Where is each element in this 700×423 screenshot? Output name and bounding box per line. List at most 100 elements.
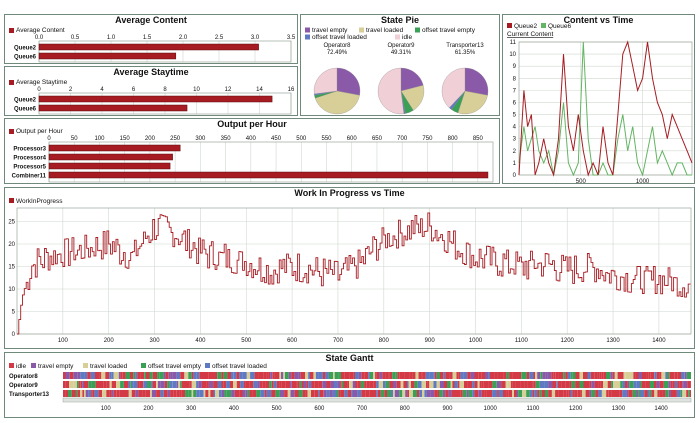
gantt-segment — [260, 390, 265, 397]
gantt-segment — [169, 381, 173, 388]
gantt-segment — [448, 390, 452, 397]
gantt-segment — [120, 381, 124, 388]
pie-legend-label: offset travel empty — [422, 27, 476, 34]
x-tick-label: 1.5 — [143, 35, 152, 41]
plot-frame — [16, 207, 692, 335]
gantt-segment — [307, 390, 312, 397]
gantt-segment — [410, 381, 415, 388]
x-tick-label: 6 — [132, 87, 136, 93]
x-tick-label: 800 — [379, 338, 390, 344]
gantt-segment — [105, 372, 110, 379]
x-tick-label: 700 — [333, 338, 344, 344]
x-tick-label: 350 — [221, 136, 232, 142]
content-vs-time-title: Content vs Time — [563, 15, 634, 25]
x-tick-label: 200 — [143, 406, 154, 412]
gantt-segment — [566, 390, 569, 397]
gantt-segment — [227, 372, 231, 379]
pie-legend-swatch — [305, 34, 310, 40]
gantt-segment — [314, 381, 319, 388]
gantt-segment — [322, 381, 327, 388]
x-tick-label: 600 — [314, 406, 325, 412]
gantt-segment — [483, 381, 486, 388]
series-line-queue6 — [518, 41, 692, 177]
pie-percent: 49.31% — [391, 50, 412, 56]
gantt-segment — [268, 372, 271, 379]
gantt-segment — [558, 372, 564, 379]
gantt-segment — [318, 381, 323, 388]
gantt-segment — [172, 381, 177, 388]
gantt-segment — [509, 372, 513, 379]
gantt-segment — [555, 372, 559, 379]
gantt-segment — [567, 372, 571, 379]
x-tick-label: 600 — [347, 136, 358, 142]
gantt-segment — [357, 390, 362, 397]
x-tick-label: 850 — [473, 136, 484, 142]
gantt-segment — [468, 390, 473, 397]
gantt-legend-swatch — [141, 363, 146, 368]
gantt-segment — [677, 372, 682, 379]
gantt-segment — [535, 381, 540, 388]
wip-panel: Work In Progress vs Time WorkInProgress 0… — [4, 187, 695, 349]
gantt-legend-label: travel loaded — [90, 363, 128, 370]
gantt-segment — [422, 390, 425, 397]
gantt-segment — [688, 390, 690, 397]
gantt-segment — [457, 381, 460, 388]
gantt-segment — [176, 390, 180, 397]
gantt-row-transporter13 — [63, 390, 691, 397]
bar — [38, 95, 273, 103]
gantt-segment — [188, 372, 192, 379]
gantt-segment — [539, 381, 545, 388]
gantt-segment — [472, 390, 475, 397]
gantt-segment — [69, 372, 74, 379]
gantt-segment — [394, 390, 400, 397]
gantt-segment — [109, 390, 112, 397]
gantt-legend-swatch — [9, 363, 14, 368]
gantt-segment — [594, 372, 598, 379]
gantt-segment — [221, 372, 224, 379]
gantt-segment — [622, 381, 625, 388]
x-tick-label: 700 — [397, 136, 408, 142]
gantt-segment — [598, 390, 602, 397]
x-tick-label: 700 — [357, 406, 368, 412]
gantt-segment — [623, 372, 626, 379]
gantt-segment — [559, 390, 564, 397]
gantt-segment — [240, 381, 244, 388]
row-label: Processor5 — [13, 165, 46, 171]
gantt-segment — [333, 372, 335, 379]
gantt-segment — [279, 390, 285, 397]
gantt-segment — [646, 372, 649, 379]
x-tick-label: 500 — [272, 406, 283, 412]
gantt-segment — [426, 381, 428, 388]
gantt-segment — [383, 381, 386, 388]
gantt-segment — [540, 372, 543, 379]
gantt-segment — [484, 390, 487, 397]
legend-label: WorkInProgress — [16, 198, 63, 205]
gantt-segment — [614, 372, 618, 379]
gantt-segment — [310, 372, 314, 379]
gantt-segment — [165, 372, 169, 379]
gantt-segment — [271, 381, 274, 388]
gantt-segment — [78, 381, 81, 388]
gantt-segment — [460, 390, 463, 397]
gantt-segment — [214, 372, 218, 379]
gantt-segment — [160, 381, 165, 388]
gantt-segment — [393, 390, 395, 397]
gantt-segment — [492, 381, 497, 388]
legend-label: Average Staytime — [16, 79, 68, 86]
gantt-segment — [210, 390, 214, 397]
gantt-segment — [306, 381, 309, 388]
gantt-segment — [264, 372, 267, 379]
gantt-segment — [226, 381, 230, 388]
gantt-segment — [595, 390, 599, 397]
gantt-segment — [517, 372, 522, 379]
gantt-segment — [199, 372, 204, 379]
gantt-segment — [680, 381, 683, 388]
gantt-segment — [671, 372, 675, 379]
gantt-segment — [532, 390, 535, 397]
gantt-segment — [512, 381, 516, 388]
y-tick-label: 0 — [513, 173, 517, 179]
gantt-segment — [223, 372, 228, 379]
gantt-segment — [224, 390, 227, 397]
gantt-segment — [544, 381, 549, 388]
gantt-segment — [445, 390, 449, 397]
